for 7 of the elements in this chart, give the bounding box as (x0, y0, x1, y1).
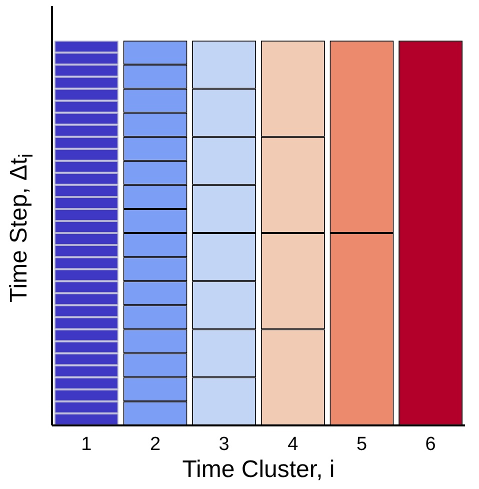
x-tick-label: 6 (425, 434, 436, 456)
x-tick-label: 5 (356, 434, 368, 456)
x-tick-label: 1 (81, 434, 92, 456)
x-tick-label: 4 (288, 434, 299, 456)
x-tick-label: 2 (150, 434, 161, 456)
x-tick-label: 3 (218, 434, 230, 456)
x-axis-title: Time Cluster, i (182, 456, 335, 484)
